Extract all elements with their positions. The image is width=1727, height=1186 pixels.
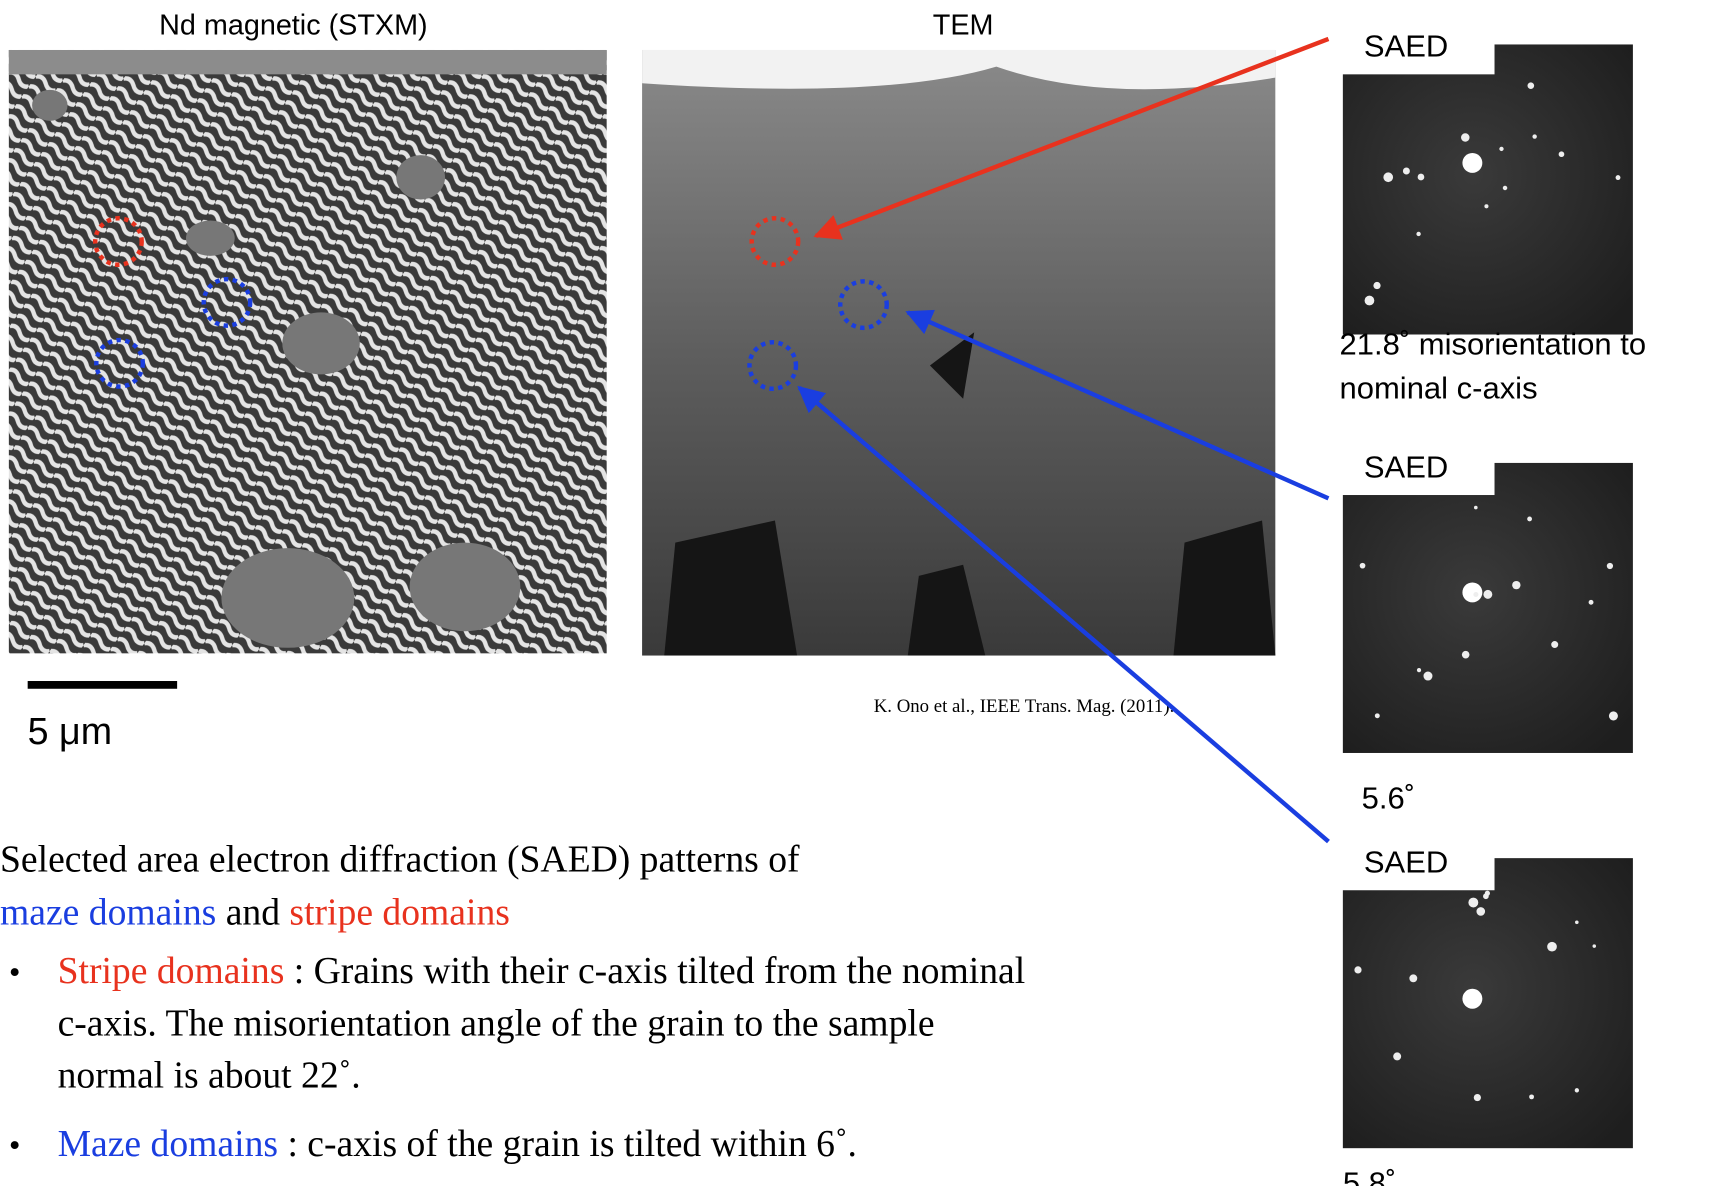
saed-spot <box>1527 82 1534 89</box>
saed-spot <box>1474 1094 1481 1101</box>
page: {"stxm": {"title": "Nd magnetic (STXM)",… <box>0 0 1727 1186</box>
saed-spot <box>1423 672 1432 681</box>
saed-spot <box>1527 517 1532 522</box>
saed-spot <box>1417 668 1421 672</box>
saed-spot <box>1418 174 1425 181</box>
saed-spot <box>1383 172 1393 182</box>
tem-title: TEM <box>933 9 994 41</box>
saed-spot <box>1547 942 1557 952</box>
saed-spot <box>1483 590 1492 599</box>
bullet-line: normal is about 22˚. <box>58 1054 361 1096</box>
saed-label: SAED <box>1364 29 1448 64</box>
saed-spot <box>1575 1088 1579 1092</box>
scale-bar-label: 5 μm <box>28 710 112 752</box>
saed-spot <box>1476 907 1485 916</box>
saed-center-spot <box>1462 153 1482 173</box>
saed-spot <box>1483 893 1489 899</box>
saed-spot <box>1403 168 1410 175</box>
bullet-text: c-axis. The misorientation angle of the … <box>58 1002 935 1044</box>
intro-text: Selected area electron diffraction (SAED… <box>0 838 800 880</box>
bullet-term: Stripe domains <box>58 950 285 992</box>
saed-spot <box>1484 204 1488 208</box>
saed-spot <box>1474 506 1478 510</box>
saed-label: SAED <box>1364 845 1448 880</box>
bullet-line: c-axis. The misorientation angle of the … <box>58 1002 935 1044</box>
saed-spot <box>1468 898 1478 908</box>
saed-spot <box>1559 151 1565 157</box>
saed-caption: nominal c-axis <box>1340 371 1538 406</box>
saed-spot <box>1473 592 1478 597</box>
slide: Nd magnetic (STXM) 5 μm TEM K. Ono et al… <box>0 0 1727 1186</box>
bullet-term: Maze domains <box>58 1123 278 1165</box>
saed-spot <box>1354 966 1361 973</box>
connector: and <box>226 892 281 934</box>
saed-label: SAED <box>1364 449 1448 484</box>
saed-spot <box>1607 563 1613 569</box>
saed-center-spot <box>1462 989 1482 1009</box>
maze-label: maze domains <box>0 892 216 934</box>
saed-center-spot <box>1462 582 1482 602</box>
saed-image <box>1343 858 1633 1148</box>
stxm-edge <box>9 50 607 74</box>
stripe-label: stripe domains <box>289 892 510 934</box>
saed-caption: 21.8˚ misorientation to <box>1340 326 1647 361</box>
saed-spot <box>1616 175 1621 180</box>
saed-spot <box>1416 232 1420 236</box>
saed-caption: 5.8˚ <box>1343 1166 1396 1186</box>
bullet-dot: • <box>9 1127 21 1164</box>
bullet-text: normal is about 22˚. <box>58 1054 361 1096</box>
saed-spot <box>1503 186 1507 190</box>
intro-line-2: maze domains and stripe domains <box>0 892 510 934</box>
saed-spot <box>1551 641 1558 648</box>
bullet-dot: • <box>9 954 21 991</box>
saed-spot <box>1589 600 1594 605</box>
saed-spot <box>1373 282 1380 289</box>
scale-bar <box>28 681 177 689</box>
bullet-text: : c-axis of the grain is tilted within 6… <box>278 1123 857 1165</box>
saed-spot <box>1512 581 1520 589</box>
saed-spot <box>1532 134 1536 138</box>
saed-spot <box>1462 651 1470 659</box>
saed-spot <box>1393 1052 1401 1060</box>
saed-spot <box>1609 711 1618 720</box>
saed-spot <box>1461 133 1470 142</box>
saed-spot <box>1360 563 1366 569</box>
bullet-text: : Grains with their c-axis tilted from t… <box>284 950 1025 992</box>
saed-panels: SAED 21.8˚ misorientation to nominal c-axi… <box>1334 17 1646 1186</box>
saed-caption: 5.6˚ <box>1362 780 1415 815</box>
saed-spot <box>1409 974 1417 982</box>
citation: K. Ono et al., IEEE Trans. Mag. (2011). <box>874 696 1175 717</box>
saed-image <box>1343 463 1633 753</box>
saed-spot <box>1529 1094 1534 1099</box>
bullet-line: Stripe domains : Grains with their c-axi… <box>58 950 1026 992</box>
saed-spot <box>1375 713 1380 718</box>
saed-spot <box>1593 944 1596 947</box>
bullets: • Stripe domains : Grains with their c-ax… <box>9 950 1025 1165</box>
stxm-title: Nd magnetic (STXM) <box>159 9 428 41</box>
saed-image <box>1343 44 1633 334</box>
saed-spot <box>1365 296 1375 306</box>
saed-spot <box>1499 147 1503 151</box>
saed-spot <box>1575 921 1579 925</box>
bullet-line: Maze domains : c-axis of the grain is ti… <box>58 1123 857 1165</box>
